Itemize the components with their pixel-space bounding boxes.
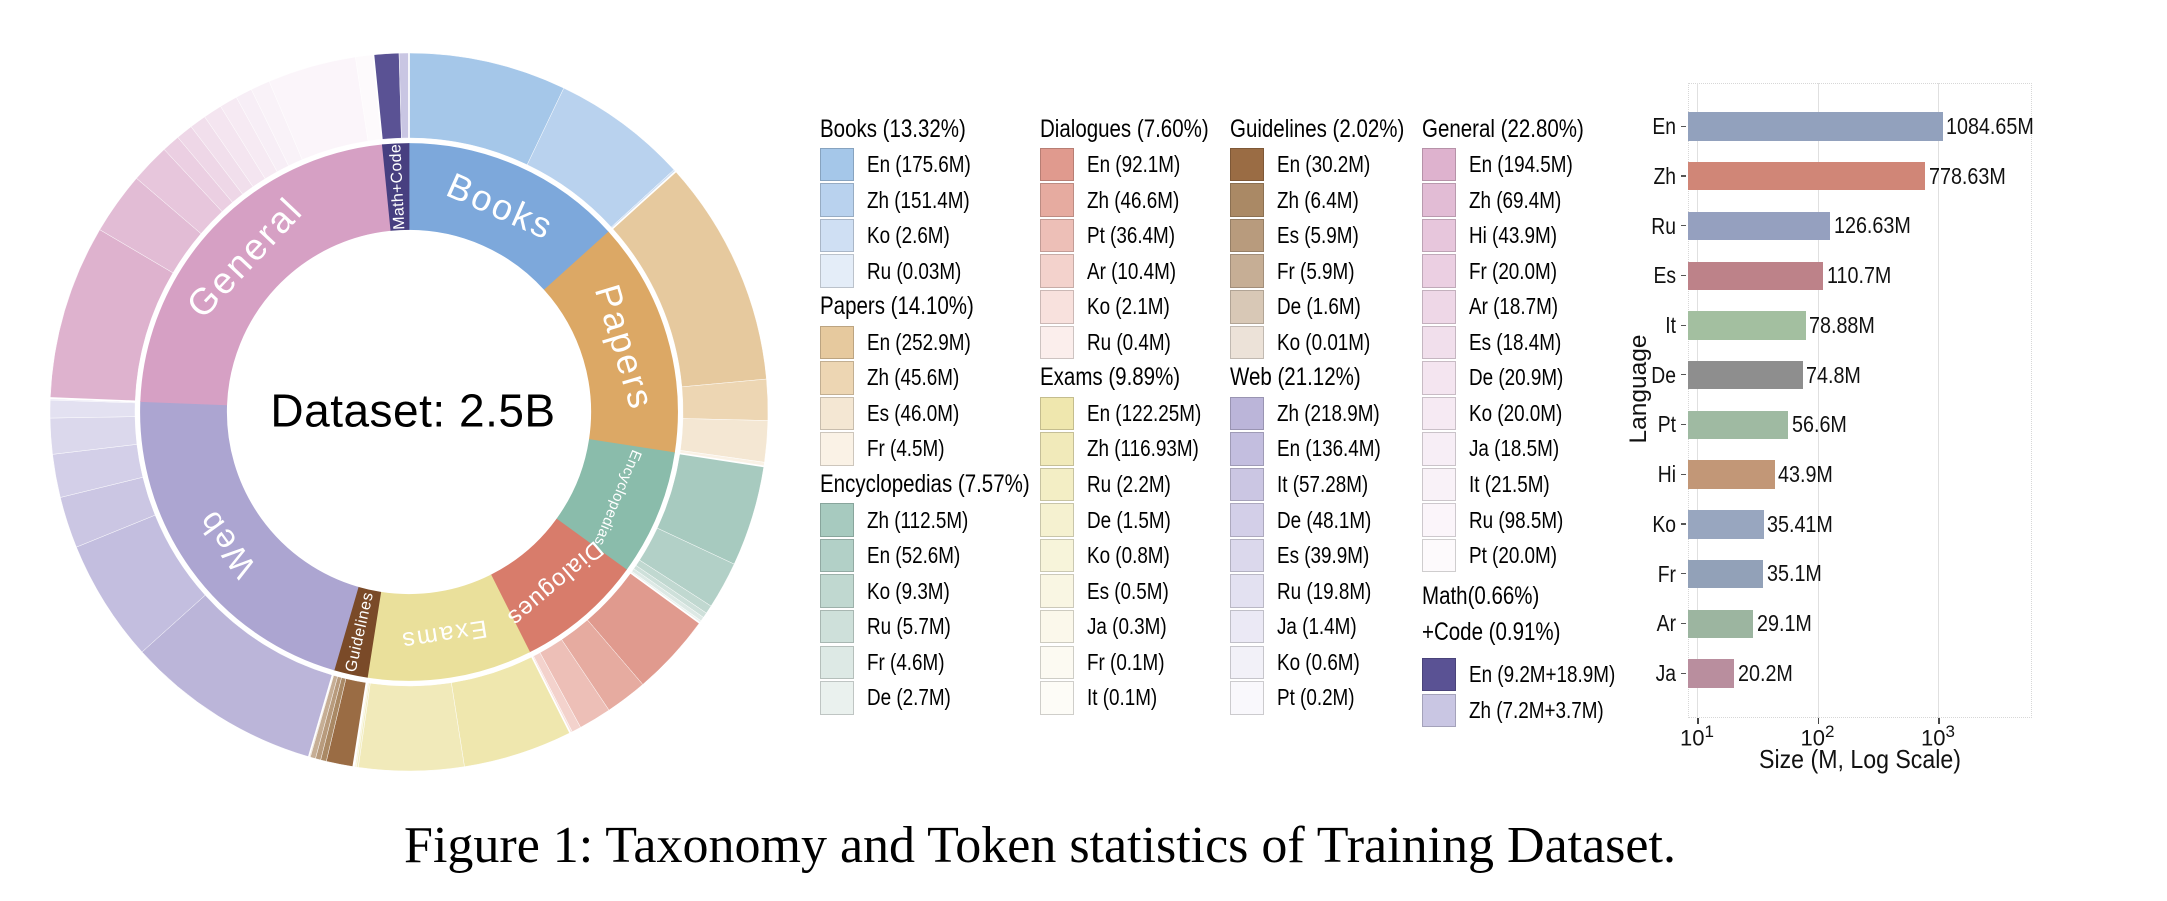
svg-text:Dataset: 2.5B: Dataset: 2.5B <box>270 385 555 437</box>
svg-text:Math+Code: Math+Code <box>387 143 408 230</box>
